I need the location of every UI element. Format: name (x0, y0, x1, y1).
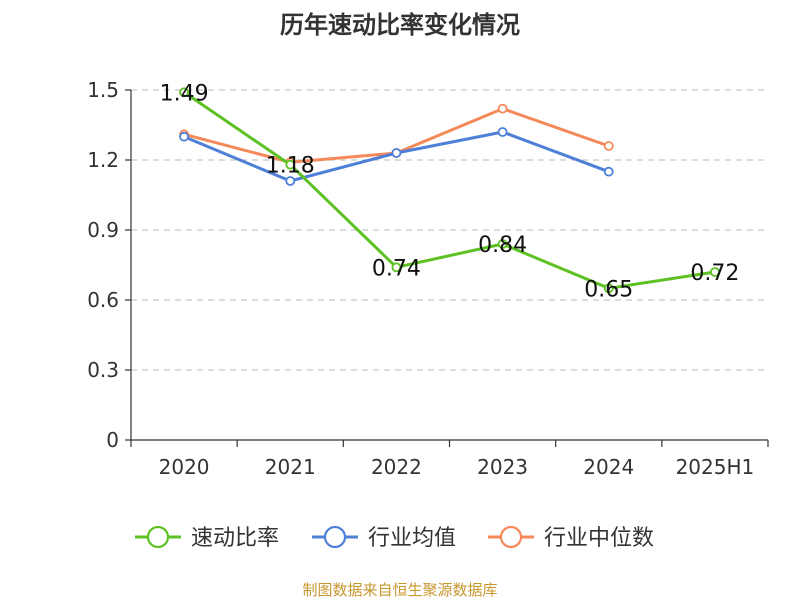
data-point (603, 283, 614, 294)
legend-label: 速动比率 (191, 526, 279, 551)
legend-swatch-marker (499, 525, 523, 549)
x-tick-label: 2025H1 (676, 455, 755, 479)
legend-swatch-marker (323, 525, 347, 549)
data-point (179, 87, 189, 98)
legend-label: 行业中位数 (544, 526, 654, 551)
x-tick-label: 2022 (371, 455, 422, 479)
data-labels: 1.49 1.18 0.74 0.84 0.65 0.72 (160, 81, 740, 302)
data-point (285, 176, 296, 186)
data-point (285, 159, 296, 170)
data-point (497, 103, 508, 114)
legend-item-0[interactable]: 速动比率 (135, 525, 279, 551)
data-label: 1.18 (266, 154, 315, 179)
x-tick-label: 2020 (159, 455, 210, 479)
x-tick-label: 2021 (265, 455, 316, 479)
x-tick-label: 2024 (583, 455, 634, 479)
data-point (603, 166, 614, 177)
y-tick-label: 1.5 (87, 78, 119, 102)
y-tick-label: 0 (106, 428, 119, 452)
data-label: 0.72 (690, 261, 739, 286)
y-tick-label: 0.3 (87, 358, 119, 382)
data-label: 1.49 (160, 81, 209, 106)
data-point (179, 131, 189, 142)
x-tick-label: 2023 (477, 455, 528, 479)
y-tick-label: 0.6 (87, 288, 119, 312)
data-point (497, 127, 508, 137)
legend[interactable]: 速动比率 行业均值 行业中位数 (135, 525, 654, 551)
series-line-0 (183, 91, 716, 290)
legend-item-2[interactable]: 行业中位数 (488, 525, 654, 551)
data-point (391, 262, 402, 273)
data-point (710, 267, 720, 277)
chart-title: 历年速动比率变化情况 (280, 11, 520, 39)
y-tick-label: 1.2 (87, 148, 119, 172)
legend-item-1[interactable]: 行业均值 (312, 525, 456, 551)
axes: 0 0.3 0.6 0.9 1.2 1.5 2020 2021 2022 2023 2024 2025… (87, 78, 769, 479)
data-label: 0.65 (584, 277, 633, 302)
data-point (497, 239, 508, 249)
data-point (603, 141, 614, 151)
legend-label: 行业均值 (368, 526, 456, 551)
data-point (391, 148, 402, 158)
legend-swatch-marker (146, 525, 170, 549)
data-label: 0.74 (372, 256, 421, 281)
data-label: 0.84 (478, 233, 527, 258)
source-note: 制图数据来自恒生聚源数据库 (302, 581, 497, 599)
series-layer (179, 87, 720, 294)
grid-lines (131, 89, 768, 371)
y-tick-label: 0.9 (87, 218, 119, 242)
